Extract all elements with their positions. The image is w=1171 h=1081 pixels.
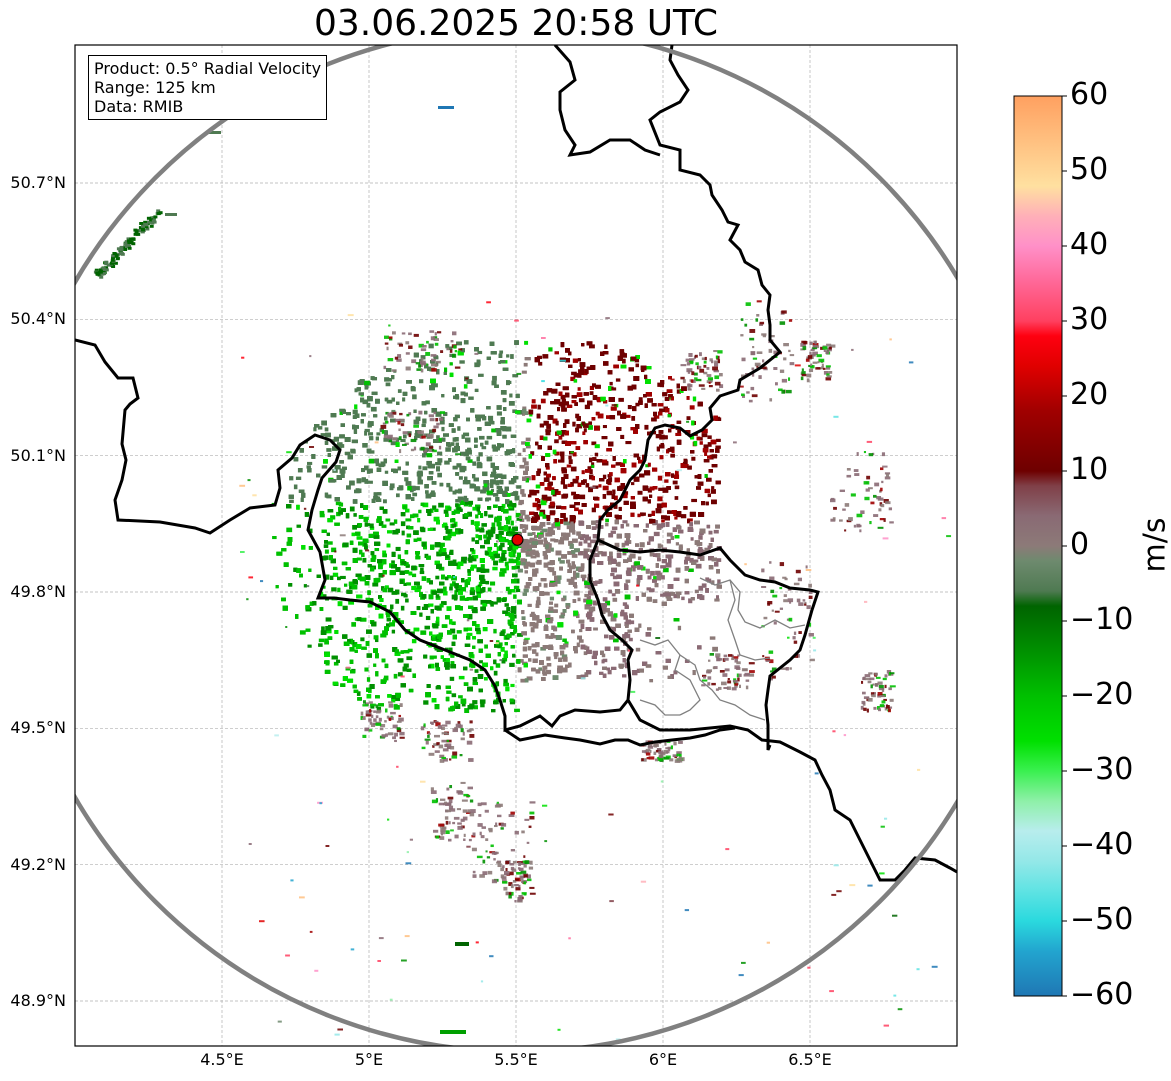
lat-tick-label: 50.4°N (10, 309, 66, 329)
colorbar-tick-label: −10 (1070, 602, 1134, 637)
colorbar-tick-label: −50 (1070, 902, 1134, 937)
colorbar-ticks (1062, 95, 1067, 997)
border-lux-west (75, 45, 783, 732)
radar-echoes (93, 106, 952, 1041)
province-borders (639, 577, 806, 721)
lon-tick-label: 6°E (648, 1050, 678, 1069)
product-info-box: Product: 0.5° Radial Velocity Range: 125… (88, 55, 328, 120)
lat-tick-label: 49.5°N (10, 718, 66, 738)
lon-tick-label: 4.5°E (200, 1050, 244, 1069)
colorbar-tick-label: 60 (1070, 77, 1109, 112)
border-south (626, 699, 957, 882)
colorbar-tick-label: −40 (1070, 827, 1134, 862)
lon-tick-label: 6.5°E (788, 1050, 832, 1069)
lat-tick-label: 49.8°N (10, 582, 66, 601)
border-lux-east (597, 538, 820, 751)
colorbar-fill (1014, 96, 1062, 996)
lat-tick-label: 49.2°N (10, 854, 66, 874)
graticule-lines (75, 45, 957, 1046)
map-title: 03.06.2025 20:58 UTC (313, 3, 719, 44)
border-lux-link (504, 726, 736, 747)
plot-frame (74, 44, 958, 1047)
colorbar-tick-label: −30 (1070, 752, 1134, 787)
colorbar-tick-label: 10 (1070, 452, 1109, 487)
colorbar-tick-label: 50 (1070, 152, 1109, 187)
country-borders (75, 45, 957, 882)
colorbar-unit-label: m/s (1137, 517, 1171, 573)
radar-site-marker (511, 533, 524, 546)
colorbar-tick-label: 30 (1070, 302, 1109, 337)
lat-tick-label: 50.1°N (10, 445, 66, 465)
range-label: Range: 125 km (94, 78, 216, 97)
lon-tick-label: 5°E (354, 1050, 384, 1069)
lat-tick-label: 48.9°N (10, 991, 66, 1010)
lon-tick-label: 5.5°E (494, 1050, 538, 1069)
border-north (553, 45, 661, 157)
data-source-label: Data: RMIB (94, 97, 184, 116)
product-label: Product: 0.5° Radial Velocity (94, 59, 322, 78)
lat-tick-label: 50.7°N (10, 173, 66, 192)
colorbar-tick-label: −20 (1070, 677, 1134, 712)
colorbar (1013, 95, 1067, 997)
colorbar-tick-label: 0 (1070, 527, 1090, 562)
colorbar-tick-label: 40 (1070, 227, 1109, 262)
colorbar-tick-label: 20 (1070, 377, 1109, 412)
colorbar-tick-label: −60 (1070, 977, 1134, 1012)
